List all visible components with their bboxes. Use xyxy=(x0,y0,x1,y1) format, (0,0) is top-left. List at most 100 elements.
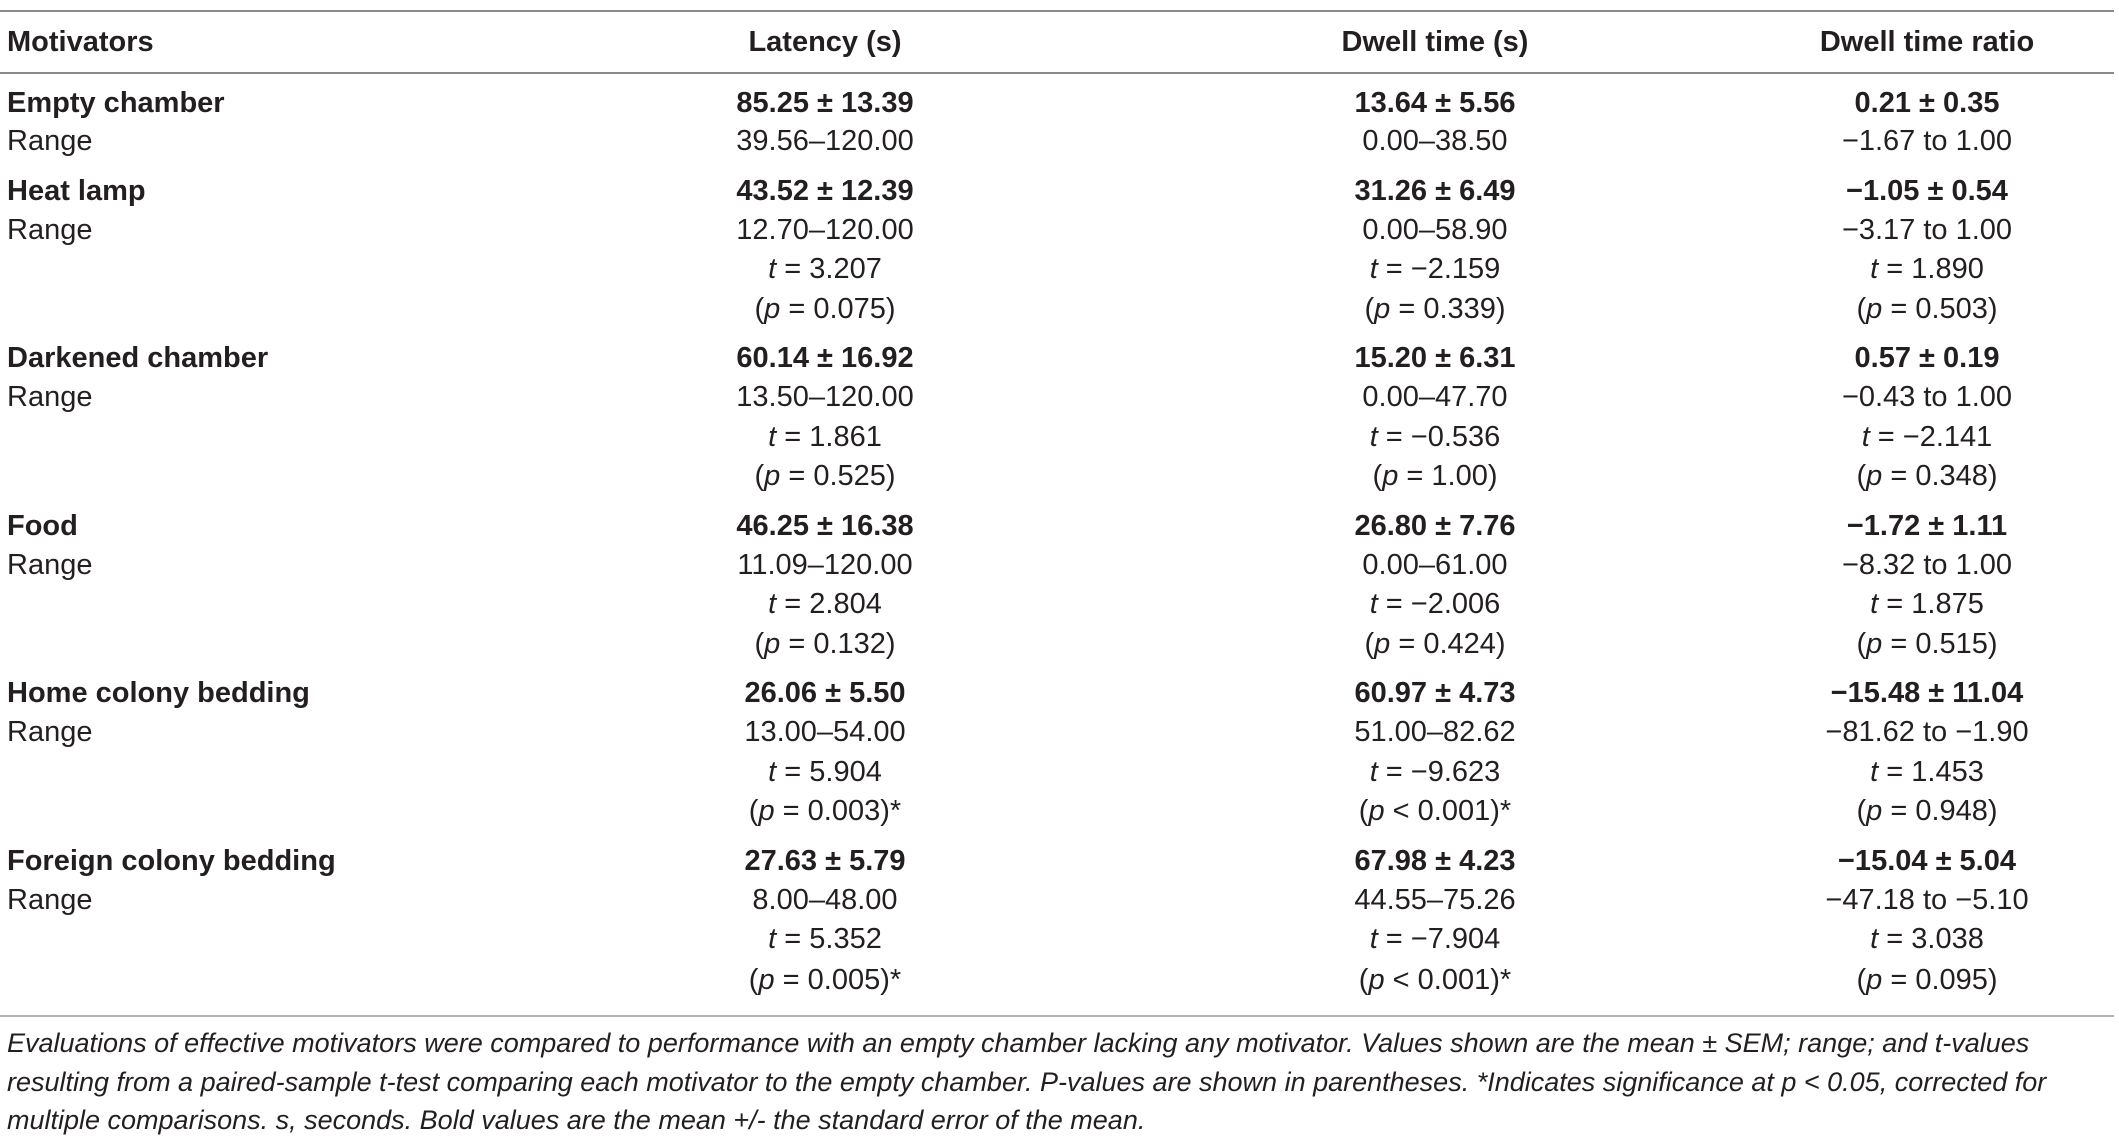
range-label: Range xyxy=(7,213,93,246)
table-row-t: t = 2.804 t = −2.006 t = 1.875 xyxy=(0,585,2114,625)
empty-label xyxy=(0,457,520,497)
motivator-name: Heat lamp xyxy=(7,174,146,207)
range-latency-cell: 39.56–120.00 xyxy=(736,125,914,158)
p-dwell-time-ratio-cell: (p = 0.348) xyxy=(1856,460,1998,493)
column-header-dwell-time: Dwell time (s) xyxy=(1130,10,1740,74)
range-dwell-time-cell: 0.00–58.90 xyxy=(1362,213,1508,246)
p-latency-cell: (p = 0.005)* xyxy=(748,963,902,996)
empty-label xyxy=(0,625,520,665)
range-label: Range xyxy=(7,125,93,158)
empty-label xyxy=(0,960,520,1009)
mean-dwell-time-ratio-cell: −1.05 ± 0.54 xyxy=(1846,174,2008,207)
p-dwell-time-ratio-cell: (p = 0.515) xyxy=(1856,627,1998,660)
mean-dwell-time-cell: 31.26 ± 6.49 xyxy=(1354,174,1516,207)
mean-latency-cell: 27.63 ± 5.79 xyxy=(744,844,906,877)
table-row-range: Range 13.00–54.00 51.00–82.62 −81.62 to −1.… xyxy=(0,713,2114,753)
t-latency-cell: t = 2.804 xyxy=(768,588,882,621)
table-row-mean: Food 46.25 ± 16.38 26.80 ± 7.76 −1.72 ± 1.1… xyxy=(0,497,2114,546)
p-dwell-time-cell: (p = 0.424) xyxy=(1364,627,1506,660)
range-dwell-time-cell: 0.00–38.50 xyxy=(1362,125,1508,158)
mean-dwell-time-ratio-cell: 0.57 ± 0.19 xyxy=(1854,342,2000,374)
t-latency-cell: t = 1.861 xyxy=(768,420,882,453)
range-latency-cell: 8.00–48.00 xyxy=(752,883,898,916)
table-row-range: Range 39.56–120.00 0.00–38.50 −1.67 to 1.00 xyxy=(0,122,2114,162)
range-dwell-time-cell: 51.00–82.62 xyxy=(1354,716,1516,749)
motivator-name: Empty chamber xyxy=(7,86,225,119)
column-header-motivators: Motivators xyxy=(0,10,520,74)
mean-dwell-time-ratio-cell: 0.21 ± 0.35 xyxy=(1854,86,2000,119)
t-dwell-time-cell: t = −0.536 xyxy=(1369,420,1501,453)
empty-label xyxy=(0,920,520,960)
t-latency-cell: t = 3.207 xyxy=(768,253,882,286)
range-dwell-time-cell: 0.00–47.70 xyxy=(1362,381,1508,414)
table-row-range: Range 11.09–120.00 0.00–61.00 −8.32 to 1.00 xyxy=(0,546,2114,586)
table-row-t: t = 5.352 t = −7.904 t = 3.038 xyxy=(0,920,2114,960)
table-row-mean: Darkened chamber 60.14 ± 16.92 15.20 ± 6.3… xyxy=(0,329,2114,378)
table-row-range: Range 8.00–48.00 44.55–75.26 −47.18 to −5.1… xyxy=(0,881,2114,921)
range-label: Range xyxy=(7,381,93,414)
t-dwell-time-ratio-cell: t = 3.038 xyxy=(1870,923,1984,956)
p-dwell-time-ratio-cell: (p = 0.948) xyxy=(1856,795,1998,828)
p-dwell-time-cell: (p < 0.001)* xyxy=(1358,963,1512,996)
range-latency-cell: 12.70–120.00 xyxy=(736,213,914,246)
range-dwell-time-ratio-cell: −81.62 to −1.90 xyxy=(1825,716,2029,749)
empty-label xyxy=(0,250,520,290)
t-dwell-time-ratio-cell: t = 1.453 xyxy=(1870,755,1984,788)
t-dwell-time-cell: t = −2.006 xyxy=(1369,588,1501,621)
range-label: Range xyxy=(7,548,93,581)
table-header-row: Motivators Latency (s) Dwell time (s) Dw… xyxy=(0,10,2114,74)
table-row-p: (p = 0.525) (p = 1.00) (p = 0.348) xyxy=(0,457,2114,497)
range-dwell-time-ratio-cell: −1.67 to 1.00 xyxy=(1841,125,2013,158)
p-latency-cell: (p = 0.003)* xyxy=(748,795,902,828)
empty-label xyxy=(0,792,520,832)
range-label: Range xyxy=(7,883,93,916)
p-dwell-time-ratio-cell: (p = 0.503) xyxy=(1856,292,1998,325)
mean-dwell-time-ratio-cell: −15.48 ± 11.04 xyxy=(1830,677,2024,709)
mean-dwell-time-cell: 13.64 ± 5.56 xyxy=(1354,86,1516,119)
empty-label xyxy=(0,585,520,625)
table-footnote: Evaluations of effective motivators were… xyxy=(7,1028,2047,1135)
column-header-latency: Latency (s) xyxy=(520,10,1130,74)
table-row-mean: Home colony bedding 26.06 ± 5.50 60.97 ± 4… xyxy=(0,664,2114,713)
mean-dwell-time-ratio-cell: −1.72 ± 1.11 xyxy=(1846,509,2008,542)
motivator-name: Food xyxy=(7,509,78,542)
p-dwell-time-ratio-cell: (p = 0.095) xyxy=(1856,963,1998,996)
mean-latency-cell: 43.52 ± 12.39 xyxy=(736,174,914,207)
mean-dwell-time-cell: 15.20 ± 6.31 xyxy=(1354,342,1516,374)
t-dwell-time-cell: t = −2.159 xyxy=(1369,253,1501,286)
t-latency-cell: t = 5.904 xyxy=(768,755,882,788)
range-dwell-time-cell: 44.55–75.26 xyxy=(1354,883,1516,916)
table-bottom-rule xyxy=(0,1015,2114,1017)
table-row-p: (p = 0.075) (p = 0.339) (p = 0.503) xyxy=(0,290,2114,330)
table-row-mean: Foreign colony bedding 27.63 ± 5.79 67.98 … xyxy=(0,832,2114,881)
column-header-dwell-time-ratio: Dwell time ratio xyxy=(1740,10,2114,74)
table-body: Empty chamber 85.25 ± 13.39 13.64 ± 5.56 0.… xyxy=(0,73,2114,1009)
mean-latency-cell: 26.06 ± 5.50 xyxy=(744,677,906,709)
table-row-mean: Empty chamber 85.25 ± 13.39 13.64 ± 5.56 0.… xyxy=(0,73,2114,122)
range-label: Range xyxy=(7,716,93,749)
range-dwell-time-ratio-cell: −0.43 to 1.00 xyxy=(1841,381,2013,414)
table-row-t: t = 3.207 t = −2.159 t = 1.890 xyxy=(0,250,2114,290)
mean-latency-cell: 60.14 ± 16.92 xyxy=(736,342,914,374)
p-dwell-time-cell: (p = 0.339) xyxy=(1364,292,1506,325)
t-latency-cell: t = 5.352 xyxy=(768,923,882,956)
p-latency-cell: (p = 0.132) xyxy=(754,627,896,660)
empty-label xyxy=(0,290,520,330)
motivator-name: Foreign colony bedding xyxy=(7,844,336,877)
mean-dwell-time-cell: 60.97 ± 4.73 xyxy=(1354,677,1516,709)
empty-label xyxy=(0,753,520,793)
range-latency-cell: 13.50–120.00 xyxy=(736,381,914,414)
range-dwell-time-ratio-cell: −8.32 to 1.00 xyxy=(1841,548,2013,581)
p-latency-cell: (p = 0.075) xyxy=(754,292,896,325)
p-dwell-time-cell: (p < 0.001)* xyxy=(1358,795,1512,828)
mean-latency-cell: 46.25 ± 16.38 xyxy=(736,509,914,542)
table-row-p: (p = 0.132) (p = 0.424) (p = 0.515) xyxy=(0,625,2114,665)
mean-dwell-time-cell: 26.80 ± 7.76 xyxy=(1354,509,1516,542)
motivator-name: Darkened chamber xyxy=(7,342,269,374)
table-row-range: Range 13.50–120.00 0.00–47.70 −0.43 to 1.00 xyxy=(0,378,2114,418)
p-latency-cell: (p = 0.525) xyxy=(754,460,896,493)
mean-dwell-time-ratio-cell: −15.04 ± 5.04 xyxy=(1838,844,2016,877)
table-row-p: (p = 0.005)* (p < 0.001)* (p = 0.095) xyxy=(0,960,2114,1009)
mean-latency-cell: 85.25 ± 13.39 xyxy=(736,86,914,119)
table-row-p: (p = 0.003)* (p < 0.001)* (p = 0.948) xyxy=(0,792,2114,832)
